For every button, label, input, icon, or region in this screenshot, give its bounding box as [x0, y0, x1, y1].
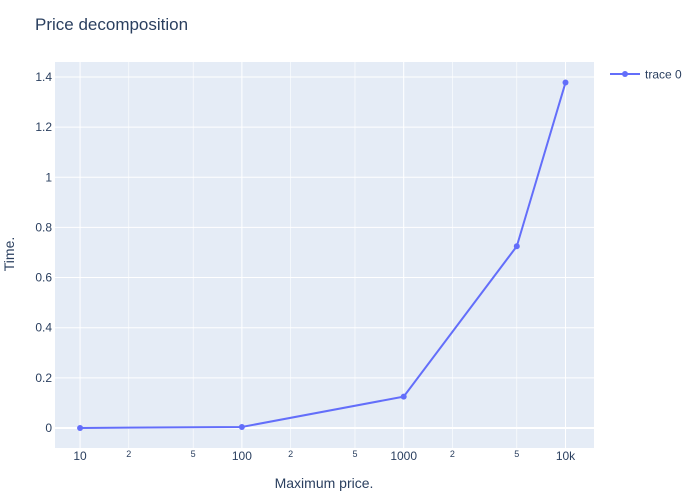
y-axis-ticks: 0 0.2 0.4 0.6 0.8 1 1.2 1.4 — [35, 70, 52, 435]
legend-marker-swatch — [622, 71, 628, 77]
y-tick-label: 0.8 — [35, 220, 52, 234]
legend-label[interactable]: trace 0 — [645, 68, 682, 82]
x-minor-tick-label: 5 — [191, 449, 196, 459]
data-point[interactable] — [562, 79, 569, 86]
y-tick-label: 1 — [45, 170, 52, 184]
legend[interactable]: trace 0 — [610, 68, 682, 82]
series-layer — [77, 79, 569, 431]
y-tick-label: 1.4 — [35, 70, 52, 84]
y-tick-label: 1.2 — [35, 120, 52, 134]
y-tick-label: 0.6 — [35, 271, 52, 285]
x-tick-label: 10k — [556, 449, 576, 463]
data-point[interactable] — [77, 424, 84, 431]
y-axis-title: Time. — [1, 237, 17, 271]
x-axis-ticks: 10 2 5 100 2 5 1000 2 5 10k — [73, 449, 576, 463]
data-point[interactable] — [400, 393, 407, 400]
data-point[interactable] — [513, 243, 520, 250]
chart-title: Price decomposition — [35, 15, 188, 34]
plot-area — [55, 62, 594, 448]
x-tick-label: 1000 — [390, 449, 417, 463]
y-tick-label: 0.4 — [35, 321, 52, 335]
y-tick-label: 0 — [45, 421, 52, 435]
x-tick-label: 100 — [232, 449, 252, 463]
x-minor-tick-label: 2 — [450, 449, 455, 459]
x-axis-title: Maximum price. — [275, 475, 374, 491]
x-minor-tick-label: 5 — [514, 449, 519, 459]
y-tick-label: 0.2 — [35, 371, 52, 385]
x-minor-tick-label: 2 — [288, 449, 293, 459]
x-tick-label: 10 — [73, 449, 87, 463]
x-minor-tick-label: 5 — [352, 449, 357, 459]
x-minor-tick-label: 2 — [126, 449, 131, 459]
data-point[interactable] — [238, 423, 245, 430]
